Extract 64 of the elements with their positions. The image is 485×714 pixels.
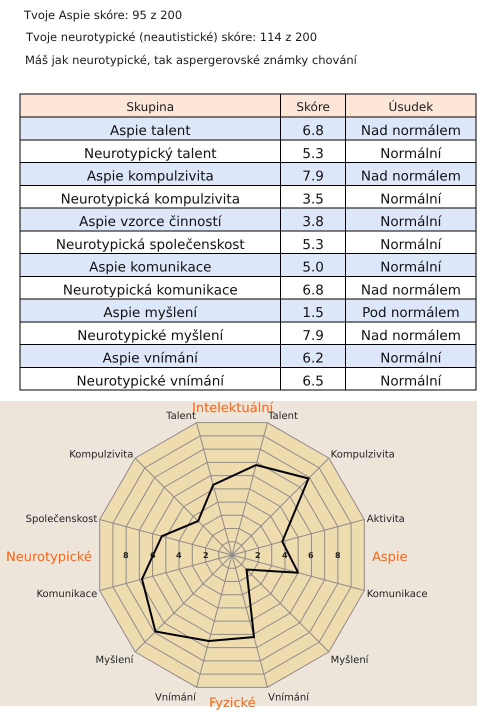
text: Fyzické [209,696,256,711]
text: 3.8 [302,214,324,230]
y-tick-label: 2 [203,551,209,560]
text: 1.5 [302,305,324,322]
y-tick-label: 2 [255,551,261,560]
text: Nad normálem [360,328,461,344]
category-label: Aspie komunikace [89,260,212,276]
category-label: Neurotypická kompulzivita [60,191,240,208]
text: Normální [380,236,442,253]
text: 5.3 [302,236,324,253]
text: Normální [380,146,442,162]
spoke-label: Myšlení [330,655,370,666]
text: 7.9 [302,328,324,344]
spoke-label: Aktivita [366,514,405,525]
text: 5.0 [302,260,324,276]
y-tick-label: 8 [123,551,129,560]
text: Normální [380,214,442,230]
category-label: Aspie myšlení [103,305,198,322]
category-label: Aspie kompulzivita [86,168,214,185]
category-label: Neurotypická společenskost [56,236,245,253]
text: Skupina [126,100,174,114]
text: Tvoje Aspie skóre: 95 z 200 [23,8,182,22]
y-tick-label: 8 [335,551,341,560]
spoke-label: Kompulzivita [330,449,395,460]
spoke-label: Komunikace [366,589,428,600]
text: 6.8 [302,123,324,140]
spoke-label: Talent [267,411,298,422]
text: Aspie [372,550,408,565]
spoke-label: Společenskost [26,514,98,525]
text: Normální [380,191,442,208]
spoke-label: Talent [165,411,196,422]
category-label: Aspie vnímání [102,350,198,367]
spoke-label: Komunikace [36,589,98,600]
y-tick-label: 4 [176,551,182,560]
text: 6.8 [302,282,324,298]
spoke-label: Myšlení [96,655,135,666]
text: Nad normálem [360,168,461,185]
text: 6.5 [302,373,324,390]
text: Normální [380,373,442,390]
text: Pod normálem [362,305,460,322]
text: 7.9 [302,168,324,185]
text: Tvoje neurotypické (neautistické) skóre: 114 z 200 [25,30,318,44]
text: 6.2 [302,350,324,367]
text: Nad normálem [360,282,461,298]
spoke-label: Vnímání [268,692,310,704]
category-label: Neurotypický talent [84,146,217,162]
category-label: Neurotypické myšlení [77,328,224,344]
category-label: Neurotypická komunikace [62,282,238,298]
spoke-label: Vnímání [154,692,198,704]
spoke-label: Kompulzivita [69,449,134,460]
y-tick-label: 6 [308,551,314,560]
text: 5.3 [302,146,324,162]
text: Neurotypické [6,550,92,565]
y-tick-label: 4 [282,551,288,560]
text: Máš jak neurotypické, tak aspergerovské známky chování [25,53,358,67]
category-label: Neurotypické vnímání [76,373,224,390]
category-label: Úsudek [388,99,434,114]
text: Normální [380,350,442,367]
text: Normální [380,260,442,276]
category-label: Aspie talent [110,123,191,140]
text: 3.5 [302,191,324,208]
text: Nad normálem [360,123,461,140]
category-label: Aspie vzorce činností [79,214,222,230]
category-label: Skóre [296,100,330,114]
